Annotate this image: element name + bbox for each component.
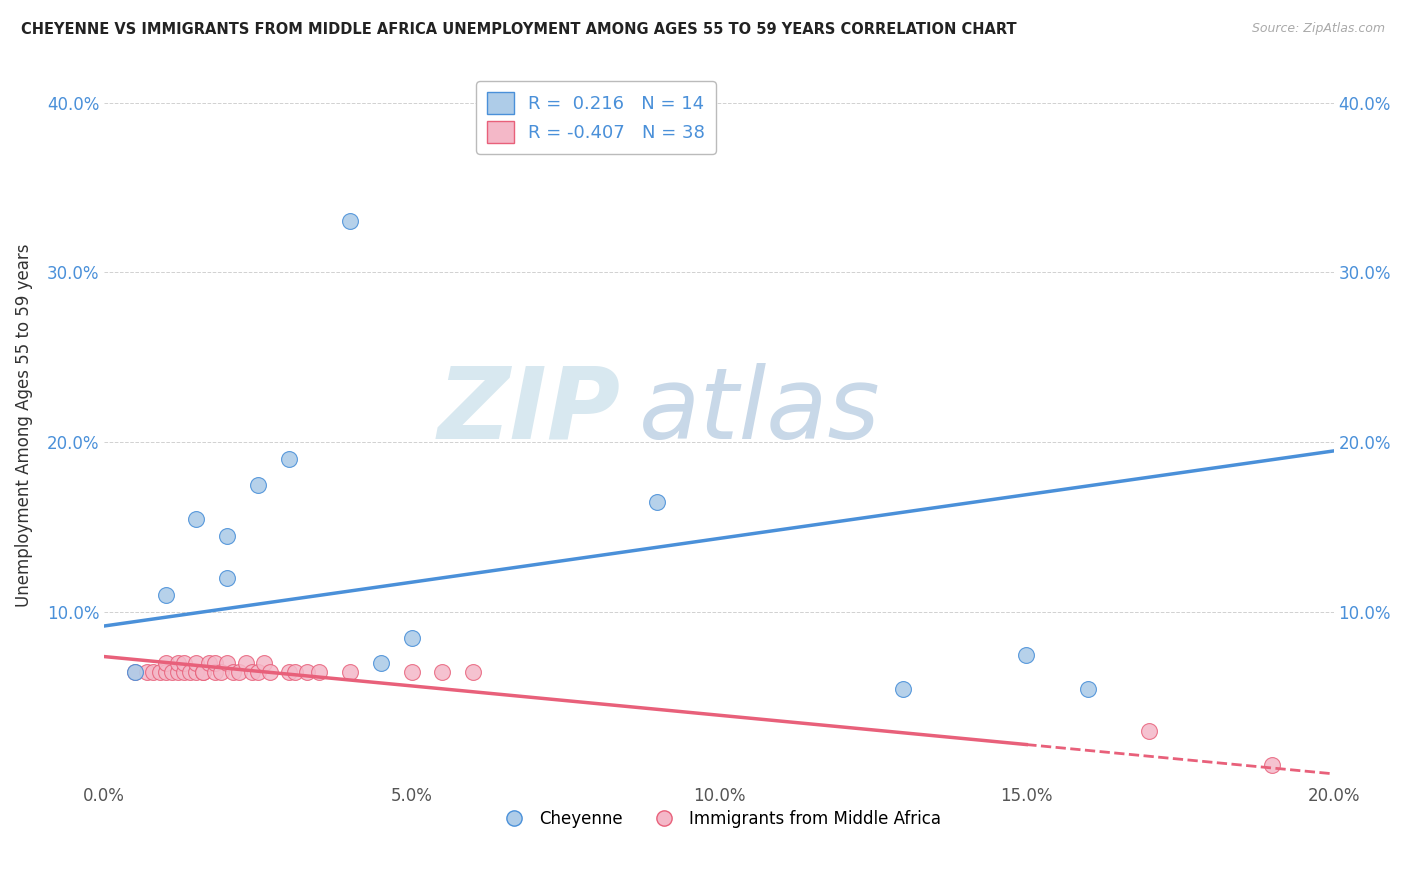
- Point: [217, 529, 239, 543]
- Point: [1137, 724, 1160, 739]
- Point: [259, 665, 281, 679]
- Point: [124, 665, 146, 679]
- Point: [308, 665, 330, 679]
- Point: [148, 665, 170, 679]
- Point: [136, 665, 159, 679]
- Text: atlas: atlas: [640, 363, 880, 459]
- Point: [277, 665, 299, 679]
- Point: [277, 452, 299, 467]
- Point: [1077, 681, 1099, 696]
- Point: [167, 665, 190, 679]
- Point: [253, 657, 276, 671]
- Text: CHEYENNE VS IMMIGRANTS FROM MIDDLE AFRICA UNEMPLOYMENT AMONG AGES 55 TO 59 YEARS: CHEYENNE VS IMMIGRANTS FROM MIDDLE AFRIC…: [21, 22, 1017, 37]
- Point: [155, 665, 177, 679]
- Text: Source: ZipAtlas.com: Source: ZipAtlas.com: [1251, 22, 1385, 36]
- Point: [179, 665, 201, 679]
- Point: [173, 665, 195, 679]
- Point: [284, 665, 307, 679]
- Point: [1015, 648, 1038, 662]
- Point: [401, 665, 423, 679]
- Point: [647, 495, 669, 509]
- Point: [155, 657, 177, 671]
- Point: [228, 665, 250, 679]
- Point: [197, 657, 219, 671]
- Point: [370, 657, 392, 671]
- Point: [222, 665, 245, 679]
- Point: [186, 512, 208, 526]
- Point: [142, 665, 165, 679]
- Point: [295, 665, 318, 679]
- Legend: Cheyenne, Immigrants from Middle Africa: Cheyenne, Immigrants from Middle Africa: [491, 804, 948, 835]
- Point: [186, 665, 208, 679]
- Point: [217, 657, 239, 671]
- Point: [204, 665, 226, 679]
- Point: [173, 657, 195, 671]
- Point: [235, 657, 257, 671]
- Y-axis label: Unemployment Among Ages 55 to 59 years: Unemployment Among Ages 55 to 59 years: [15, 244, 32, 607]
- Point: [191, 665, 214, 679]
- Point: [186, 657, 208, 671]
- Point: [204, 657, 226, 671]
- Point: [432, 665, 454, 679]
- Point: [339, 665, 361, 679]
- Text: ZIP: ZIP: [437, 363, 620, 459]
- Point: [246, 478, 269, 492]
- Point: [246, 665, 269, 679]
- Point: [167, 657, 190, 671]
- Point: [191, 665, 214, 679]
- Point: [124, 665, 146, 679]
- Point: [155, 588, 177, 602]
- Point: [891, 681, 914, 696]
- Point: [461, 665, 484, 679]
- Point: [401, 631, 423, 645]
- Point: [339, 214, 361, 228]
- Point: [160, 665, 183, 679]
- Point: [209, 665, 232, 679]
- Point: [240, 665, 263, 679]
- Point: [1261, 758, 1284, 772]
- Point: [217, 571, 239, 585]
